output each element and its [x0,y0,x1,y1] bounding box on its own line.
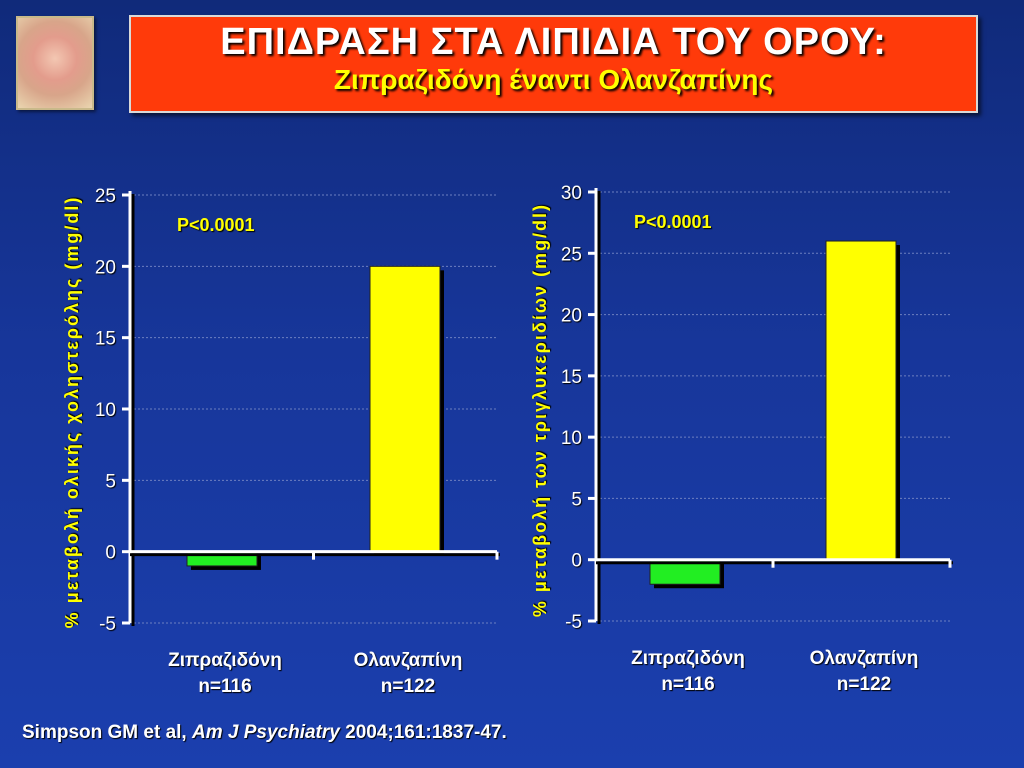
y-tick-label: 10 [95,400,116,421]
y-tick-label: 0 [105,543,116,564]
y-tick-label: 30 [561,183,582,204]
y-axis-label: % μεταβολή των τριγλυκεριδίων (mg/dl) [530,203,550,617]
y-tick-label: -5 [99,614,116,635]
y-axis-label: % μεταβολή ολικής χοληστερόλης (mg/dl) [62,196,82,629]
y-tick-label: 10 [561,428,582,449]
y-tick-label: 0 [571,551,582,572]
category-n-label: n=116 [198,676,251,697]
category-n-label: n=116 [661,674,714,695]
citation-journal: Am J Psychiatry [191,722,340,743]
citation-ref: 2004;161:1837-47. [339,722,507,743]
y-tick-label: 15 [561,367,582,388]
y-tick-label: 5 [571,489,582,510]
category-label: Ολανζαπίνη [810,648,919,669]
category-label: Ολανζαπίνη [354,650,463,671]
bar-olanzapine [369,265,441,553]
category-n-label: n=122 [381,676,435,697]
citation: Simpson GM et al, Am J Psychiatry 2004;1… [22,722,507,744]
page-title: ΕΠΙΔΡΑΣΗ ΣΤΑ ΛΙΠΙΔΙΑ ΤΟΥ ΟΡΟΥ: [220,21,887,63]
y-tick-label: 15 [95,329,116,350]
citation-authors: Simpson GM et al, [22,722,192,743]
y-tick-label: 20 [95,257,116,278]
category-label: Ζιπραζιδόνη [631,648,745,669]
y-tick-label: 25 [95,186,116,207]
y-tick-label: 25 [561,244,582,265]
heart-logo [16,16,94,110]
p-value-annotation: P<0.0001 [177,215,255,235]
title-banner: ΕΠΙΔΡΑΣΗ ΣΤΑ ΛΙΠΙΔΙΑ ΤΟΥ ΟΡΟΥ: Ζιπραζιδό… [129,15,978,113]
y-tick-label: -5 [565,612,582,633]
y-tick-label: 20 [561,306,582,327]
category-n-label: n=122 [837,674,891,695]
category-label: Ζιπραζιδόνη [168,650,282,671]
bar-olanzapine [825,240,897,561]
p-value-annotation: P<0.0001 [634,212,712,232]
page-subtitle: Ζιπραζιδόνη έναντι Ολανζαπίνης [333,64,774,95]
y-tick-label: 5 [105,471,116,492]
